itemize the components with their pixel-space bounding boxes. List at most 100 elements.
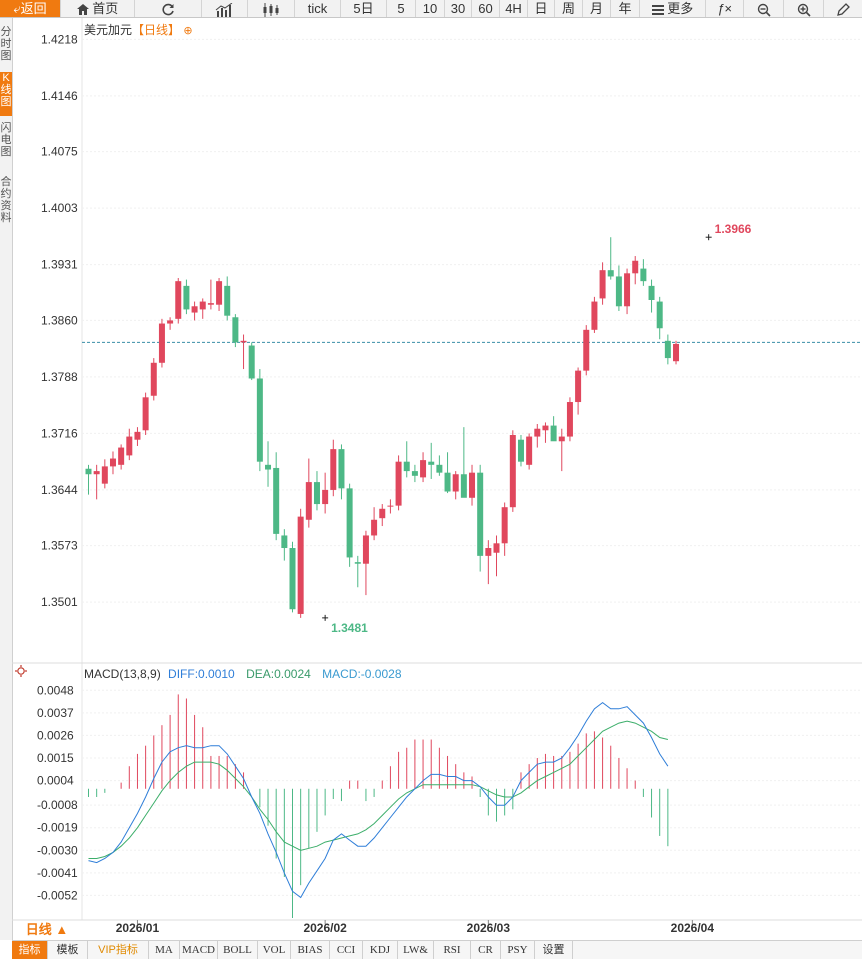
- candle-body: [591, 301, 598, 330]
- price-tick-label: 1.3644: [41, 483, 78, 497]
- candle-body: [477, 472, 484, 556]
- toolbar: ⤶返回 首页 tick 5日 5 10 30 60 4H 日 周 月 年 更多 …: [0, 0, 862, 18]
- indicator-settings-icon[interactable]: [15, 665, 27, 677]
- period-month-button[interactable]: 月: [583, 0, 611, 17]
- candle-body: [142, 397, 149, 431]
- sidebar-item-kline[interactable]: K线图: [0, 72, 12, 116]
- candle-body: [607, 270, 614, 277]
- candle-body: [183, 285, 190, 310]
- chart-title: 美元加元: [84, 23, 133, 37]
- bar-chart-button[interactable]: [202, 0, 248, 17]
- left-sidebar: 分时图 K线图 闪电图 合约资料: [0, 18, 13, 940]
- candle-body: [109, 458, 116, 467]
- candle-body: [167, 320, 174, 324]
- period-10min-button[interactable]: 10: [416, 0, 445, 17]
- tab-template[interactable]: 模板: [48, 941, 88, 959]
- sidebar-item-contract-info[interactable]: 合约资料: [0, 176, 12, 224]
- tab-indicator[interactable]: 指标: [12, 941, 48, 959]
- sidebar-item-timeshare[interactable]: 分时图: [0, 26, 12, 62]
- price-tick-label: 1.4146: [41, 89, 78, 103]
- indicator-tab-bar: 指标 模板 VIP指标 MA MACD BOLL VOL BIAS CCI KD…: [12, 940, 862, 959]
- candle-body: [118, 447, 125, 465]
- tab-boll[interactable]: BOLL: [218, 941, 258, 959]
- candle-body: [150, 362, 157, 396]
- period-30min-button[interactable]: 30: [445, 0, 472, 17]
- candle-body: [93, 471, 100, 475]
- indicator-diff-value: DIFF:0.0010: [168, 667, 235, 681]
- tab-vol[interactable]: VOL: [258, 941, 291, 959]
- candle-body: [101, 466, 108, 484]
- price-tick-label: 1.4218: [41, 32, 78, 46]
- dea-line: [88, 720, 669, 859]
- candle-body: [452, 474, 459, 492]
- diff-line: [88, 701, 669, 899]
- zoom-out-button[interactable]: [744, 0, 784, 17]
- period-5day-button[interactable]: 5日: [341, 0, 387, 17]
- candle-body: [395, 461, 402, 506]
- macd-tick-label: 0.0015: [37, 751, 74, 765]
- collapse-circle-icon[interactable]: ⊕: [183, 25, 193, 37]
- tab-bias[interactable]: BIAS: [291, 941, 330, 959]
- price-tick-label: 1.3931: [41, 258, 78, 272]
- price-tick-label: 1.4075: [41, 145, 78, 159]
- macd-tick-label: 0.0004: [37, 774, 74, 788]
- macd-tick-label: -0.0041: [37, 866, 78, 880]
- tab-cr[interactable]: CR: [471, 941, 501, 959]
- macd-tick-label: -0.0052: [37, 888, 78, 902]
- candle-body: [216, 281, 223, 305]
- tab-vip-indicator[interactable]: VIP指标: [88, 941, 149, 959]
- period-5min-button[interactable]: 5: [387, 0, 416, 17]
- tab-kdj[interactable]: KDJ: [363, 941, 398, 959]
- candle-body: [648, 285, 655, 300]
- tab-lw[interactable]: LW&: [398, 941, 434, 959]
- candle-body: [403, 461, 410, 472]
- tab-psy[interactable]: PSY: [501, 941, 535, 959]
- period-60min-button[interactable]: 60: [472, 0, 500, 17]
- candle-body: [469, 472, 476, 498]
- period-week-button[interactable]: 周: [555, 0, 583, 17]
- back-button[interactable]: ⤶返回: [0, 0, 61, 17]
- candle-body: [134, 431, 141, 440]
- candle-body: [232, 317, 239, 343]
- period-selector[interactable]: 日线 ▲: [25, 922, 69, 937]
- tick-button[interactable]: tick: [295, 0, 341, 17]
- tab-ma[interactable]: MA: [149, 941, 180, 959]
- tab-settings[interactable]: 设置: [535, 941, 573, 959]
- more-button[interactable]: 更多: [640, 0, 706, 17]
- bar-chart-icon: [215, 1, 235, 17]
- tab-rsi[interactable]: RSI: [434, 941, 471, 959]
- candle-body: [281, 535, 288, 549]
- candle-body: [256, 378, 263, 462]
- candle-body: [265, 464, 272, 470]
- tab-cci[interactable]: CCI: [330, 941, 363, 959]
- price-tick-label: 1.3860: [41, 313, 78, 327]
- candle-body: [273, 467, 280, 534]
- macd-tick-label: 0.0026: [37, 728, 74, 742]
- zoom-in-button[interactable]: [784, 0, 824, 17]
- candlestick-button[interactable]: [248, 0, 295, 17]
- formula-button[interactable]: ƒ×: [706, 0, 744, 17]
- tab-macd[interactable]: MACD: [180, 941, 218, 959]
- price-tick-label: 1.3788: [41, 370, 78, 384]
- refresh-button[interactable]: [135, 0, 202, 17]
- candle-body: [224, 285, 231, 316]
- sidebar-item-lightning[interactable]: 闪电图: [0, 122, 12, 158]
- candle-body: [534, 428, 541, 437]
- period-day-button[interactable]: 日: [528, 0, 555, 17]
- candle-body: [207, 303, 214, 305]
- macd-tick-label: -0.0008: [37, 798, 78, 812]
- candle-body: [640, 268, 647, 282]
- candle-body: [550, 425, 557, 442]
- candle-body: [632, 260, 639, 274]
- period-year-button[interactable]: 年: [611, 0, 640, 17]
- period-4h-button[interactable]: 4H: [500, 0, 528, 17]
- price-tick-label: 1.4003: [41, 201, 78, 215]
- candle-body: [322, 489, 329, 505]
- home-button[interactable]: 首页: [61, 0, 135, 17]
- zoom-out-icon: [757, 1, 771, 17]
- candle-body: [599, 270, 606, 299]
- x-axis-date-label: 2026/03: [467, 921, 511, 935]
- draw-tool-button[interactable]: [824, 0, 862, 17]
- macd-tick-label: 0.0037: [37, 706, 74, 720]
